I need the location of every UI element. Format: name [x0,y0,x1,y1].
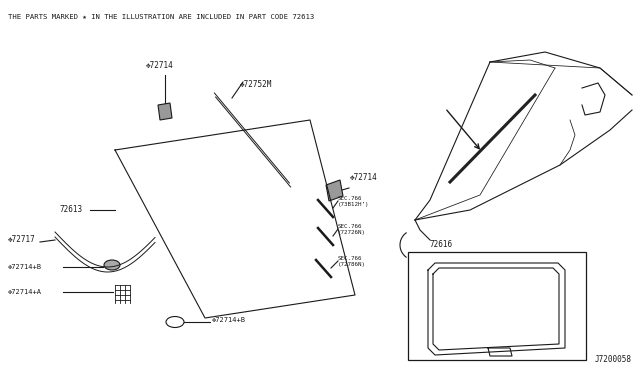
Text: ✥72714+B: ✥72714+B [8,264,42,270]
Text: ✥72714+B: ✥72714+B [212,317,246,323]
Polygon shape [326,180,343,201]
Text: SEC.766
(72726N): SEC.766 (72726N) [338,224,366,235]
Bar [408,252,586,360]
Text: ✥72752M: ✥72752M [240,80,273,89]
Ellipse shape [104,260,120,270]
Text: SEC.766
(72786N): SEC.766 (72786N) [338,256,366,267]
Text: J7200058: J7200058 [595,355,632,364]
Text: 72613: 72613 [60,205,83,215]
Text: ✥72714: ✥72714 [146,61,174,70]
Text: ✥72714: ✥72714 [350,173,378,183]
Text: THE PARTS MARKED ★ IN THE ILLUSTRATION ARE INCLUDED IN PART CODE 72613: THE PARTS MARKED ★ IN THE ILLUSTRATION A… [8,14,314,20]
Text: ✥72717: ✥72717 [8,235,36,244]
Text: ✥72714+A: ✥72714+A [8,289,42,295]
Polygon shape [158,103,172,120]
Text: SEC.766
(73B12H’): SEC.766 (73B12H’) [338,196,369,207]
Text: 72616: 72616 [430,240,453,249]
